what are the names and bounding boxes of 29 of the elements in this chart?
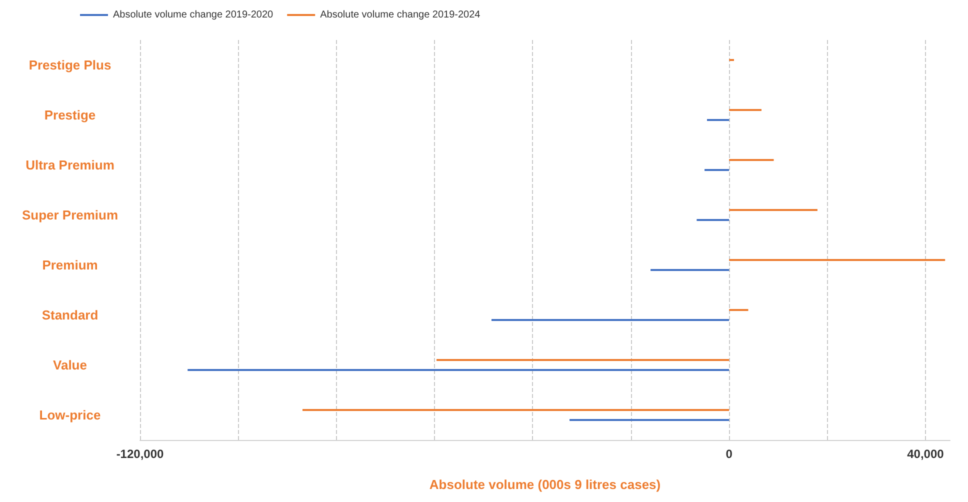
bar — [729, 309, 748, 311]
bar — [188, 369, 730, 371]
bar — [696, 219, 730, 221]
bar — [729, 159, 774, 161]
x-tick-label: 0 — [726, 447, 733, 461]
bar — [704, 169, 730, 171]
bar — [650, 269, 730, 271]
bar — [729, 59, 734, 61]
x-tick-label: 40,000 — [907, 447, 944, 461]
bar — [729, 109, 762, 111]
bar — [729, 209, 818, 211]
y-tick-label: Low-price — [39, 408, 101, 422]
legend-label: Absolute volume change 2019-2024 — [320, 10, 481, 20]
bar — [491, 319, 730, 321]
legend-label: Absolute volume change 2019-2020 — [113, 10, 274, 20]
y-tick-label: Prestige Plus — [28, 58, 112, 72]
bar — [436, 359, 730, 361]
y-tick-label: Ultra Premium — [26, 158, 114, 172]
bar — [302, 409, 730, 411]
y-tick-label: Standard — [42, 308, 98, 322]
bar — [729, 259, 946, 261]
y-tick-label: Super Premium — [22, 208, 118, 222]
x-axis-title: Absolute volume (000s 9 litres cases) — [429, 477, 661, 492]
x-tick-label: -120,000 — [116, 447, 164, 461]
y-tick-label: Value — [53, 358, 87, 372]
bar — [707, 119, 730, 121]
bar — [570, 419, 730, 421]
y-tick-label: Premium — [42, 258, 98, 272]
y-tick-label: Prestige — [44, 108, 96, 122]
